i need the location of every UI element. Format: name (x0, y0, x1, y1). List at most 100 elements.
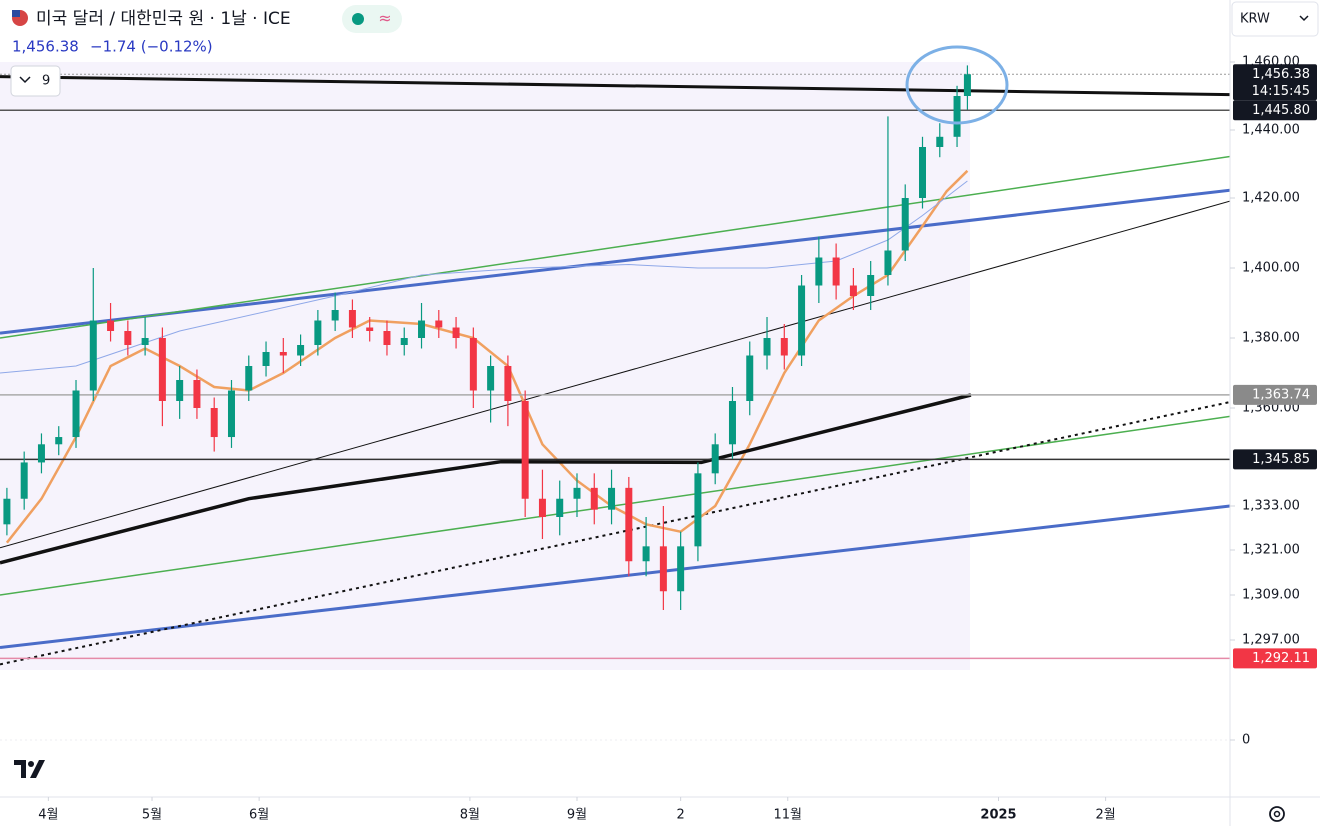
status-pill[interactable] (342, 5, 402, 33)
candle-body (832, 257, 840, 286)
x-tick-label: 5월 (142, 808, 162, 823)
candle-body (262, 352, 270, 366)
candle-body (210, 408, 218, 438)
trend-line (0, 200, 1230, 549)
flag-icon (12, 10, 20, 17)
price-label-box (1233, 648, 1317, 669)
candle-body (193, 380, 201, 408)
candle-body (963, 74, 971, 96)
candle-body (418, 320, 426, 338)
candle-body (366, 327, 374, 331)
highlight-ellipse (905, 45, 1009, 125)
candle-body (867, 275, 875, 296)
candle-body (55, 437, 63, 445)
candle-body (89, 320, 97, 391)
candle-body (677, 546, 685, 592)
indicator-count: 9 (42, 74, 50, 89)
candle-body (763, 338, 771, 356)
candle-body (953, 96, 961, 137)
candle-body (314, 320, 322, 345)
y-axis: 1,460.001,440.001,420.001,400.001,380.00… (1230, 55, 1317, 748)
x-tick-label: 4월 (38, 808, 58, 823)
candle-body (538, 498, 546, 517)
candle-body (72, 390, 80, 438)
candle-body (798, 285, 806, 356)
indicator-toggle[interactable] (10, 65, 61, 97)
currency-select[interactable] (1231, 1, 1319, 37)
price-label-box (1233, 100, 1317, 121)
y-tick-label: 1,297.00 (1242, 633, 1300, 648)
candle-body (141, 338, 149, 345)
y-tick-label: 1,400.00 (1242, 261, 1300, 276)
candle-body (487, 366, 495, 391)
candle-body (556, 498, 564, 517)
plot-area (0, 65, 1230, 666)
candle-body (245, 366, 253, 391)
settings-icon[interactable] (1269, 806, 1285, 822)
y-tick-label: 1,440.00 (1242, 123, 1300, 138)
candle-body (901, 198, 909, 251)
moving-average (0, 393, 972, 565)
x-tick-label: 11월 (773, 808, 802, 823)
price-change: −1.74 (−0.12%) (90, 38, 213, 56)
candle-body (469, 338, 477, 391)
currency: KRW (1240, 12, 1270, 27)
trend-line (0, 504, 1230, 649)
y-tick-label: 0 (1242, 733, 1250, 748)
candle-body (521, 401, 529, 499)
logo (14, 760, 45, 778)
chevron (1299, 15, 1309, 22)
candle-body (452, 327, 460, 338)
candle-body (348, 310, 356, 328)
candle-body (746, 355, 754, 401)
last-price: 1,456.38 (12, 38, 79, 56)
price-time: 14:15:45 (1252, 84, 1310, 99)
settings-icon (1273, 810, 1281, 818)
symbol-title: 미국 달러 / 대한민국 원 · 1날 · ICE (36, 9, 291, 29)
status-icon: ≈ (378, 9, 391, 28)
candle-body (659, 546, 667, 592)
trend-line (0, 188, 1230, 335)
price-label: 1,456.38 (1252, 67, 1310, 82)
candle-body (20, 462, 28, 499)
chevron (19, 76, 31, 84)
candle-body (383, 331, 391, 345)
price-label-box (1233, 449, 1317, 470)
candle-body (608, 487, 616, 510)
price-label: 1,292.11 (1252, 651, 1310, 666)
candle-body (124, 331, 132, 345)
price-label-box (1233, 384, 1317, 405)
candle-body (694, 473, 702, 547)
candle-body (297, 345, 305, 356)
x-tick-label: 6월 (249, 808, 269, 823)
candle-body (227, 390, 235, 438)
candle-body (504, 366, 512, 401)
y-tick-label: 1,380.00 (1242, 331, 1300, 346)
x-tick-label: 2월 (1096, 808, 1116, 823)
candle-body (573, 487, 581, 499)
candle-body (780, 338, 788, 356)
x-tick-label: 8월 (460, 808, 480, 823)
candle-body (37, 444, 45, 463)
candle-body (400, 338, 408, 345)
y-tick-label: 1,333.00 (1242, 499, 1300, 514)
x-tick-label: 2025 (980, 808, 1016, 823)
candle-body (815, 257, 823, 286)
x-tick-label: 2 (677, 808, 685, 823)
candle-body (107, 320, 115, 331)
candle-body (849, 285, 857, 296)
candle-body (158, 338, 166, 401)
trend-line (0, 155, 1230, 339)
x-tick-label: 9월 (567, 808, 587, 823)
status-dot (352, 13, 364, 25)
candle-body (728, 401, 736, 445)
candle-body (936, 136, 944, 147)
y-tick-label: 1,321.00 (1242, 543, 1300, 558)
candle-body (279, 352, 287, 356)
price-label: 1,363.74 (1252, 387, 1310, 402)
candle-body (435, 320, 443, 328)
range-shade (0, 62, 970, 670)
candle-body (711, 444, 719, 474)
